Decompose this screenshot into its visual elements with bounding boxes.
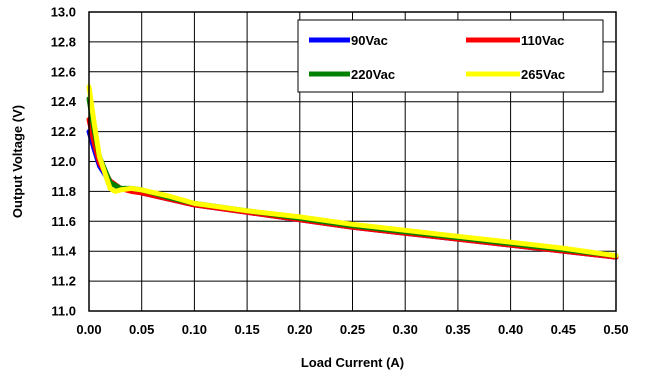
y-tick-label: 12.6 xyxy=(51,64,76,79)
x-tick-label: 0.15 xyxy=(234,322,259,337)
y-tick-labels: 11.0 11.2 11.4 11.6 11.8 12.0 12.2 12.4 12.6 12.8… xyxy=(51,5,77,319)
x-tick-label: 0.50 xyxy=(603,322,628,337)
legend-label-110vac: 110Vac xyxy=(521,33,564,48)
series-lines xyxy=(86,84,619,260)
x-tick-label: 0.00 xyxy=(76,322,101,337)
x-tick-label: 0.40 xyxy=(498,322,523,337)
y-tick-label: 12.8 xyxy=(51,34,76,49)
y-tick-label: 11.0 xyxy=(51,304,76,319)
y-axis-title: Output Voltage (V) xyxy=(10,105,25,218)
legend: 90Vac 110Vac 220Vac 265Vac xyxy=(297,19,604,93)
plot-frame xyxy=(88,11,617,312)
legend-box xyxy=(297,19,604,93)
x-tick-label: 0.25 xyxy=(340,322,365,337)
legend-label-90vac: 90Vac xyxy=(351,33,388,48)
legend-label-220vac: 220Vac xyxy=(351,67,395,82)
x-tick-labels: 0.00 0.05 0.10 0.15 0.20 0.25 0.30 0.35 0.40 0.45… xyxy=(76,322,628,337)
y-tick-label: 12.2 xyxy=(51,124,76,139)
x-tick-label: 0.05 xyxy=(129,322,154,337)
y-tick-label: 11.8 xyxy=(51,184,76,199)
x-tick-label: 0.30 xyxy=(393,322,418,337)
series-line-265vac xyxy=(86,84,619,259)
y-tick-label: 11.2 xyxy=(51,274,76,289)
x-tick-label: 0.45 xyxy=(551,322,576,337)
x-tick-label: 0.20 xyxy=(287,322,312,337)
y-tick-label: 12.0 xyxy=(51,154,76,169)
x-axis-title: Load Current (A) xyxy=(301,355,404,370)
x-tick-label: 0.35 xyxy=(445,322,470,337)
x-tick-label: 0.10 xyxy=(182,322,207,337)
y-tick-label: 13.0 xyxy=(51,5,76,20)
legend-label-265vac: 265Vac xyxy=(521,67,565,82)
y-tick-label: 12.4 xyxy=(51,94,77,109)
y-tick-label: 11.6 xyxy=(51,214,76,229)
y-tick-label: 11.4 xyxy=(51,244,76,259)
